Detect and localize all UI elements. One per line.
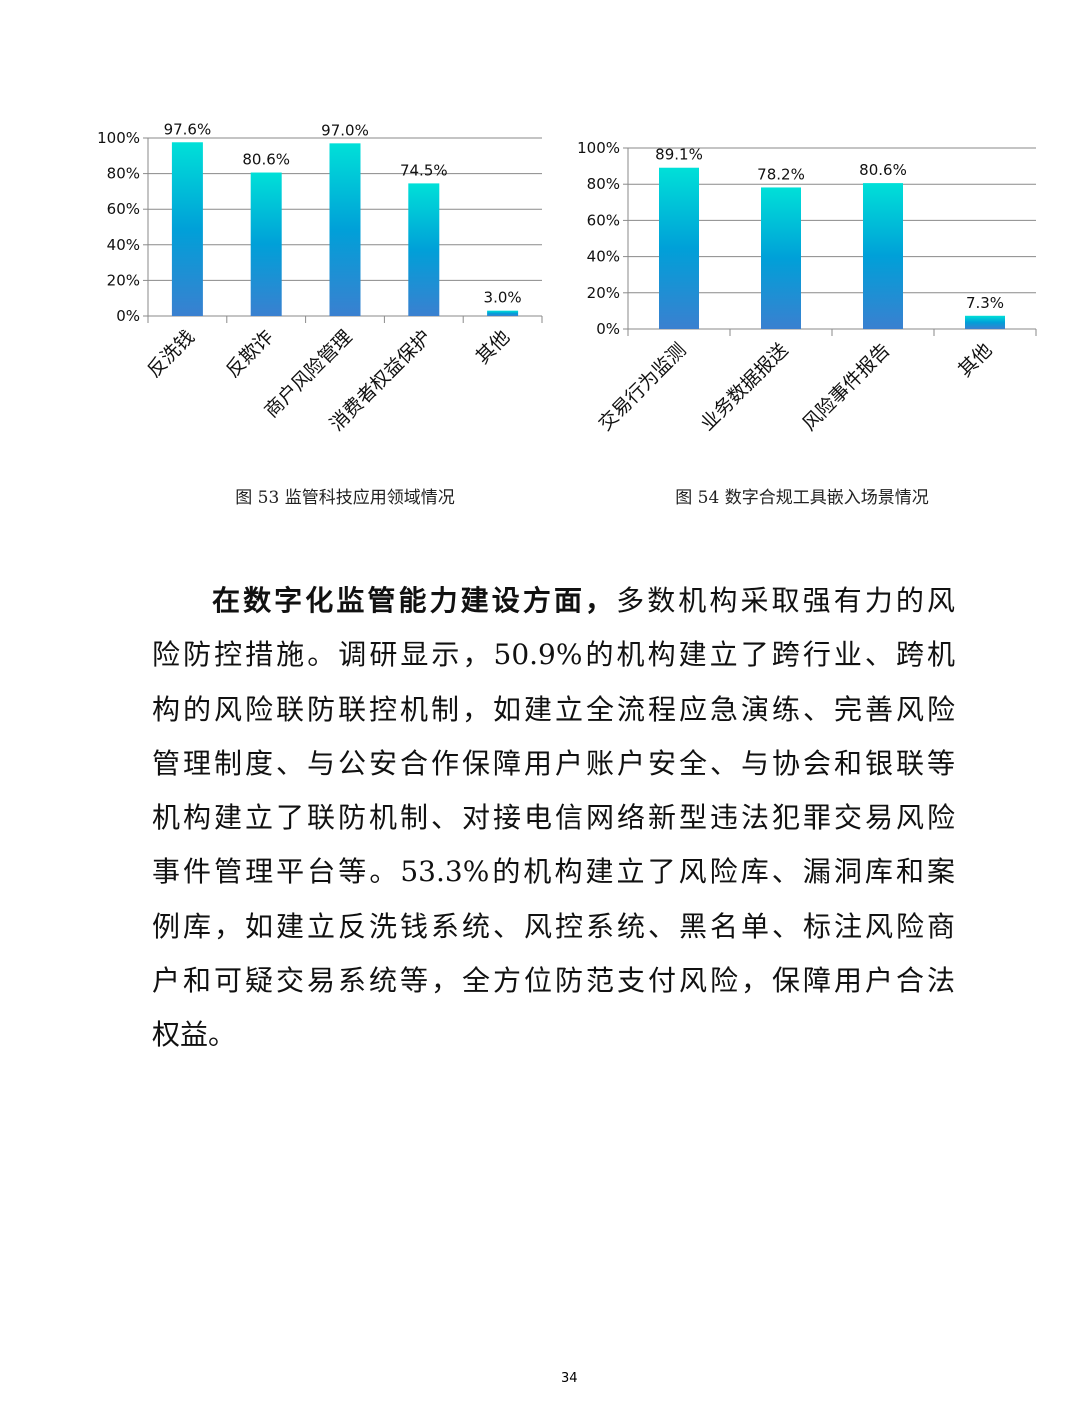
y-tick-label: 40% [107,236,140,254]
bar [659,167,699,329]
bar [408,183,440,316]
category-label: 反欺诈 [222,326,278,382]
bar [171,142,203,316]
y-tick-label: 0% [116,307,140,325]
category-label: 反洗钱 [143,326,199,382]
paragraph-line: 事件管理平台等。53.3%的机构建立了风险库、漏洞库和案 [152,855,955,889]
figure-54-caption: 图 54 数字合规工具嵌入场景情况 [675,488,929,508]
chart-compliance-tool-scenarios: 0% 20% 40% 60% 80% 100% 89.1% 交易行为监测 78.2% 业务数据报送… [577,139,1037,435]
page-number: 34 [561,1371,578,1386]
data-label: 80.6% [859,161,907,179]
y-tick-label: 100% [577,139,620,157]
body-paragraph: 在数字化监管能力建设方面，多数机构采取强有力的风 险防控措施。调研显示，50.9… [152,574,955,1063]
y-tick-label: 80% [107,165,140,183]
paragraph-line: 权益。 [152,1018,237,1052]
y-tick-label: 20% [587,284,620,302]
data-label: 80.6% [242,151,290,169]
figure-53-caption: 图 53 监管科技应用领域情况 [235,488,455,508]
data-label: 7.3% [966,294,1004,312]
category-label: 其他 [954,339,996,381]
paragraph-line: 在数字化监管能力建设方面，多数机构采取强有力的风 [152,574,955,628]
bar [329,143,361,316]
category-label: 交易行为监测 [594,339,690,435]
chart-regtech-application-areas: 0%20%40%60%80%100% 97.6%反洗钱80.6%反欺诈97.0%商… [97,120,543,436]
data-label: 89.1% [655,146,703,164]
bold-lead: 在数字化监管能力建设方面， [212,584,617,617]
category-label: 风险事件报告 [798,339,894,435]
paragraph-text: 多数机构采取强有力的风 [616,584,955,617]
paragraph-line: 管理制度、与公安合作保障用户账户安全、与协会和银联等 [152,746,955,780]
y-tick-label: 40% [587,248,620,266]
data-label: 97.6% [164,120,212,138]
data-label: 97.0% [321,121,369,139]
paragraph-line: 险防控措施。调研显示，50.9%的机构建立了跨行业、跨机 [152,638,955,672]
category-label: 其他 [472,326,514,368]
y-tick-label: 60% [587,211,620,229]
paragraph-line: 机构建立了联防机制、对接电信网络新型违法犯罪交易风险 [152,801,955,835]
paragraph-line: 户和可疑交易系统等，全方位防范支付风险，保障用户合法 [152,964,955,998]
data-label: 74.5% [400,161,448,179]
bar [487,310,519,316]
bar [863,183,903,329]
y-tick-label: 60% [107,200,140,218]
bar [761,187,801,329]
paragraph-line: 例库，如建立反洗钱系统、风控系统、黑名单、标注风险商 [152,909,955,943]
data-label: 78.2% [757,165,805,183]
category-label: 业务数据报送 [696,339,792,435]
y-tick-label: 0% [596,320,620,338]
y-tick-label: 80% [587,175,620,193]
bar [965,315,1005,329]
data-label: 3.0% [484,289,522,307]
y-tick-label: 20% [107,271,140,289]
paragraph-line: 构的风险联防联控机制，如建立全流程应急演练、完善风险 [152,692,955,726]
bar [250,172,282,316]
y-tick-label: 100% [97,129,140,147]
